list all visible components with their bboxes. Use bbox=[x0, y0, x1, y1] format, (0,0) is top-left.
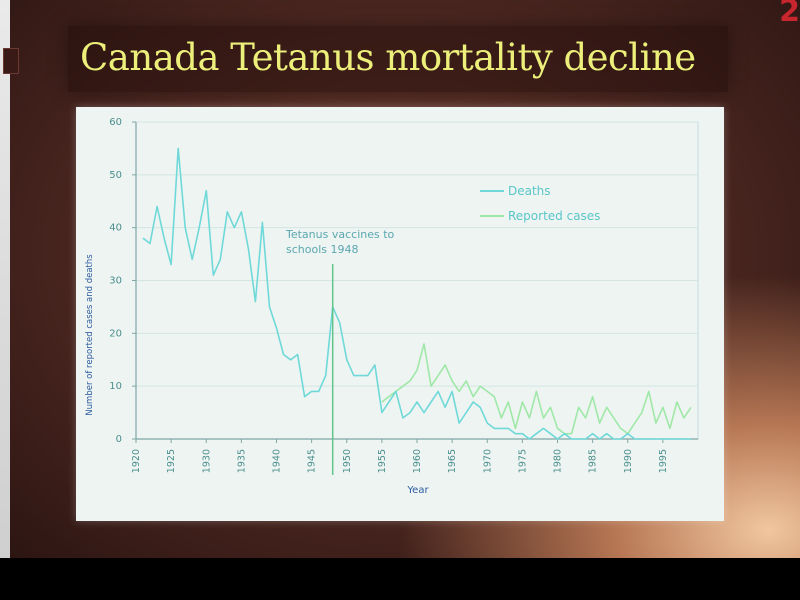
deaths-series-line bbox=[142, 147, 691, 440]
x-tick-label: 1935 bbox=[236, 449, 247, 473]
x-tick-label: 1975 bbox=[517, 449, 528, 473]
series bbox=[142, 147, 692, 440]
slide-title: Canada Tetanus mortality decline bbox=[80, 36, 696, 79]
x-tick-label: 1950 bbox=[342, 449, 353, 473]
x-tick-label: 1920 bbox=[131, 449, 142, 473]
x-tick-label: 1995 bbox=[658, 449, 669, 473]
slide: 2 Canada Tetanus mortality decline Numbe… bbox=[0, 0, 800, 558]
y-tick-label: 20 bbox=[109, 328, 122, 339]
y-axis-label: Number of reported cases and deaths bbox=[85, 254, 95, 416]
x-tick-label: 1930 bbox=[201, 449, 212, 473]
grid bbox=[135, 121, 699, 440]
axes: Number of reported cases and deaths Year… bbox=[85, 117, 698, 496]
annotation-line-1: Tetanus vaccines to bbox=[285, 228, 395, 241]
y-tick-label: 30 bbox=[109, 276, 122, 287]
legend: Deaths Reported cases bbox=[480, 184, 600, 223]
x-tick-label: 1960 bbox=[412, 449, 423, 473]
x-tick-label: 1945 bbox=[307, 449, 318, 473]
x-axis-label: Year bbox=[406, 485, 429, 496]
y-tick-label: 50 bbox=[109, 170, 122, 181]
y-tick-label: 40 bbox=[109, 223, 122, 234]
y-tick-label: 0 bbox=[116, 434, 122, 445]
chart-panel: Number of reported cases and deaths Year… bbox=[76, 107, 724, 521]
annotation: Tetanus vaccines to schools 1948 bbox=[285, 228, 395, 475]
x-tick-label: 1970 bbox=[482, 449, 493, 473]
legend-deaths-label: Deaths bbox=[508, 184, 551, 198]
annotation-line-2: schools 1948 bbox=[286, 243, 359, 256]
x-tick-label: 1925 bbox=[166, 449, 177, 473]
y-tick-label: 60 bbox=[109, 117, 122, 128]
left-edge-bar bbox=[0, 0, 10, 558]
x-tick-label: 1985 bbox=[588, 449, 599, 473]
tetanus-line-chart: Number of reported cases and deaths Year… bbox=[85, 117, 699, 496]
x-tick-label: 1955 bbox=[377, 449, 388, 473]
x-tick-label: 1990 bbox=[623, 449, 634, 473]
left-edge-tab bbox=[3, 48, 19, 74]
y-tick-label: 10 bbox=[109, 381, 122, 392]
x-tick-label: 1980 bbox=[553, 449, 564, 473]
legend-cases-label: Reported cases bbox=[508, 209, 600, 223]
slide-number: 2 bbox=[779, 0, 800, 29]
title-band bbox=[68, 26, 728, 92]
reported-cases-series-line bbox=[381, 343, 692, 435]
x-tick-label: 1940 bbox=[272, 449, 283, 473]
x-tick-label: 1965 bbox=[447, 449, 458, 473]
